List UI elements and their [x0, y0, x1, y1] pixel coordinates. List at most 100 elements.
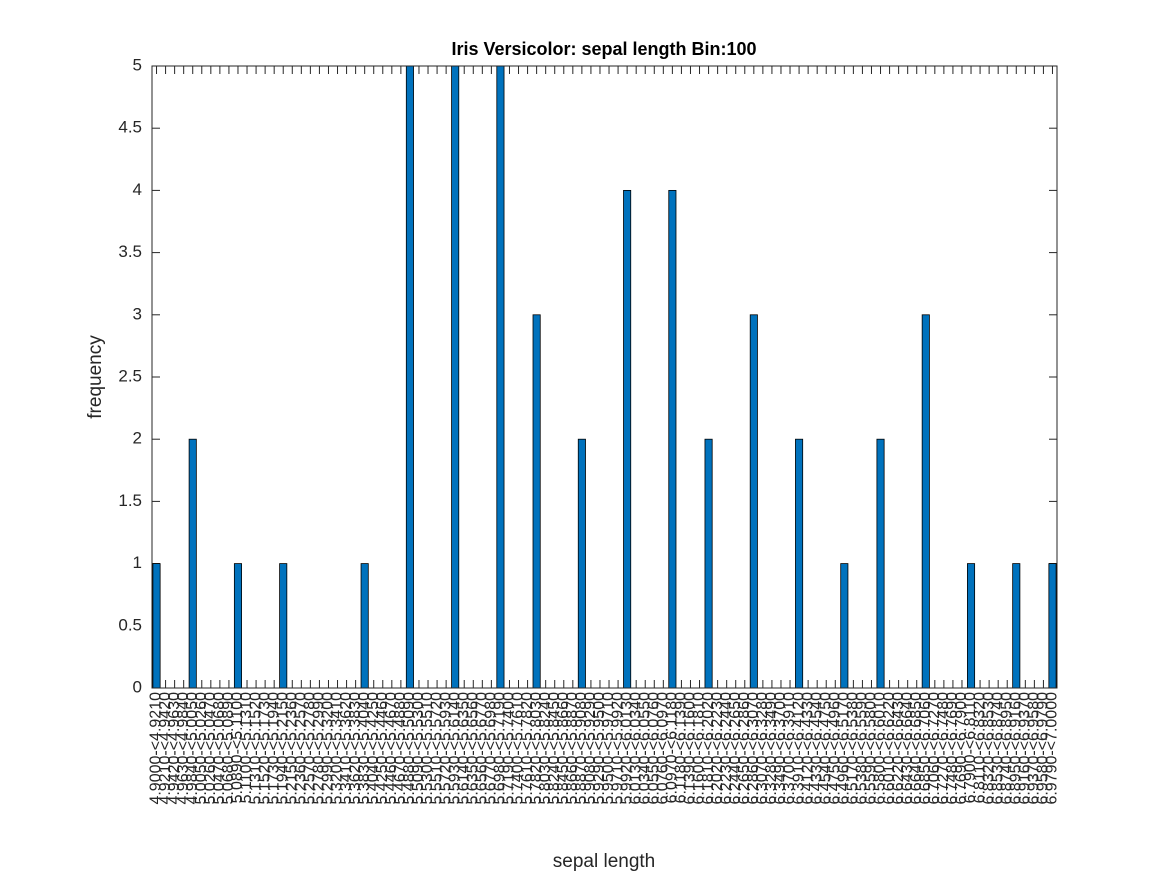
bar [532, 314, 541, 689]
x-tick-label: 5.6980-<5.7190 [492, 692, 509, 805]
bar [577, 438, 586, 689]
x-tick-label: 6.0130-<6.0340 [627, 692, 644, 805]
x-tick-label: 5.2150-<5.2360 [283, 692, 300, 805]
bar [704, 438, 713, 689]
bar [233, 563, 242, 689]
x-tick-label: 6.2860-<6.3070 [745, 692, 762, 805]
y-tick-label: 3.5 [118, 242, 142, 261]
x-tick-label: 6.0760-<6.0970 [655, 692, 672, 805]
x-tick-label: 6.1390-<6.1600 [682, 692, 699, 805]
y-tick-label: 2 [133, 429, 142, 448]
y-tick-label: 2.5 [118, 366, 142, 385]
x-tick-label: 6.5800-<6.6010 [872, 692, 889, 805]
x-tick-label: 5.9080-<5.9290 [582, 692, 599, 805]
bar [749, 314, 758, 689]
x-tick-label: 6.3070-<6.3280 [754, 692, 771, 805]
x-tick-label: 5.3200-<5.3410 [329, 692, 346, 805]
x-tick-label: 6.6220-<6.6430 [890, 692, 907, 805]
x-tick-label: 5.8240-<5.8450 [546, 692, 563, 805]
x-tick-label: 5.3410-<5.3620 [338, 692, 355, 805]
x-tick-label: 6.1180-<6.1390 [673, 692, 690, 803]
bar [668, 189, 677, 689]
x-tick-label: 6.4540-<6.4750 [817, 692, 834, 805]
bar [795, 438, 804, 689]
x-tick-label: 6.6640-<6.6850 [908, 692, 925, 805]
x-tick-label: 6.7480-<6.7690 [944, 692, 961, 805]
x-tick-label: 6.5380-<6.5590 [854, 692, 871, 805]
x-tick-label: 5.0260-<5.0470 [202, 692, 219, 805]
x-tick-label: 5.7400-<5.7610 [510, 692, 527, 805]
x-tick-label: 5.0890-<5.1100 [229, 692, 246, 803]
x-tick-label: 4.9000-<4.9210 [148, 692, 165, 805]
x-tick-label: 5.4670-<5.4880 [392, 692, 409, 805]
x-tick-label: 6.8740-<6.8950 [998, 692, 1015, 805]
x-tick-label: 6.2650-<6.2860 [736, 692, 753, 805]
y-tick-label: 1 [133, 553, 142, 572]
x-tick-label: 5.6350-<5.6560 [464, 692, 481, 805]
bar [967, 563, 976, 689]
bar [360, 563, 369, 689]
x-tick-label: 5.9710-<5.9920 [609, 692, 626, 805]
bar [188, 438, 197, 689]
x-tick-label: 5.5300-<5.5510 [419, 692, 436, 805]
x-tick-label: 4.9420-<4.9630 [166, 692, 183, 805]
bar [840, 563, 849, 689]
x-tick-label: 5.5510-<5.5720 [428, 692, 445, 805]
bar [623, 189, 632, 689]
x-tick-label: 5.4250-<5.4460 [374, 692, 391, 805]
y-tick-label: 3 [133, 304, 142, 323]
x-axis-label: sepal length [553, 851, 655, 872]
x-tick-label: 5.1310-<5.1520 [247, 692, 264, 805]
x-tick-label: 6.8950-<6.9160 [1007, 692, 1024, 805]
y-axis-label: frequency [85, 335, 106, 419]
x-tick-label: 5.8030-<5.8240 [537, 692, 554, 805]
y-tick-label: 5 [133, 55, 142, 74]
bar [1048, 563, 1057, 689]
bar [279, 563, 288, 689]
x-tick-label: 5.3830-<5.4040 [356, 692, 373, 805]
x-tick-label: 5.7820-<5.8030 [528, 692, 545, 805]
x-tick-label: 5.2780-<5.2990 [311, 692, 328, 805]
x-tick-label: 6.1600-<6.1810 [691, 692, 708, 805]
x-tick-label: 5.7190-<5.7400 [501, 692, 518, 805]
x-tick-label: 5.5720-<5.5930 [437, 692, 454, 805]
x-tick-label: 5.7610-<5.7820 [519, 692, 536, 805]
x-tick-label: 6.7270-<6.7480 [935, 692, 952, 805]
x-tick-label: 5.1100-<5.1310 [238, 692, 255, 803]
x-tick-label: 5.3620-<5.3830 [347, 692, 364, 805]
x-tick-label: 6.6430-<6.6640 [899, 692, 916, 805]
bar [496, 65, 505, 689]
x-tick-label: 6.6010-<6.6220 [881, 692, 898, 805]
x-tick-label: 6.9370-<6.9580 [1026, 692, 1043, 805]
x-tick-label: 6.3490-<6.3700 [772, 692, 789, 805]
x-tick-label: 6.7690-<6.7900 [953, 692, 970, 805]
x-tick-label: 6.0550-<6.0760 [645, 692, 662, 805]
x-tick-label: 6.9790-<7.0000 [1044, 692, 1061, 805]
x-tick-label: 5.0470-<5.0680 [211, 692, 228, 805]
plot-frame [151, 65, 1058, 689]
x-tick-label: 6.4330-<6.4540 [808, 692, 825, 805]
x-tick-label: 5.4040-<5.4250 [365, 692, 382, 805]
bar [921, 314, 930, 689]
y-tick-label: 4.5 [118, 118, 142, 137]
x-tick-label: 6.5170-<6.5380 [845, 692, 862, 805]
x-tick-label: 5.6140-<5.6350 [455, 692, 472, 805]
x-tick-label: 6.3910-<6.4120 [790, 692, 807, 805]
x-tick-label: 6.8320-<6.8530 [980, 692, 997, 805]
x-tick-label: 5.5090-<5.5300 [410, 692, 427, 805]
x-tick-label: 6.9580-<6.9790 [1035, 692, 1052, 805]
x-tick-label: 6.3280-<6.3490 [763, 692, 780, 805]
y-tick-label: 0 [133, 677, 142, 696]
x-tick-label: 6.6850-<6.7060 [917, 692, 934, 805]
x-tick-label: 5.8450-<5.8660 [555, 692, 572, 805]
x-tick-label: 5.1520-<5.1730 [256, 692, 273, 805]
x-tick-label: 6.7900-<6.8110 [962, 692, 979, 803]
x-tick-label: 6.1810-<6.2020 [700, 692, 717, 805]
y-tick-label: 0.5 [118, 615, 142, 634]
bar [1012, 563, 1021, 689]
x-tick-label: 5.2360-<5.2570 [293, 692, 310, 805]
x-tick-label: 6.0970-<6.1180 [664, 692, 681, 803]
x-tick-label: 5.9290-<5.9500 [591, 692, 608, 805]
x-tick-label: 5.0050-<5.0260 [193, 692, 210, 805]
